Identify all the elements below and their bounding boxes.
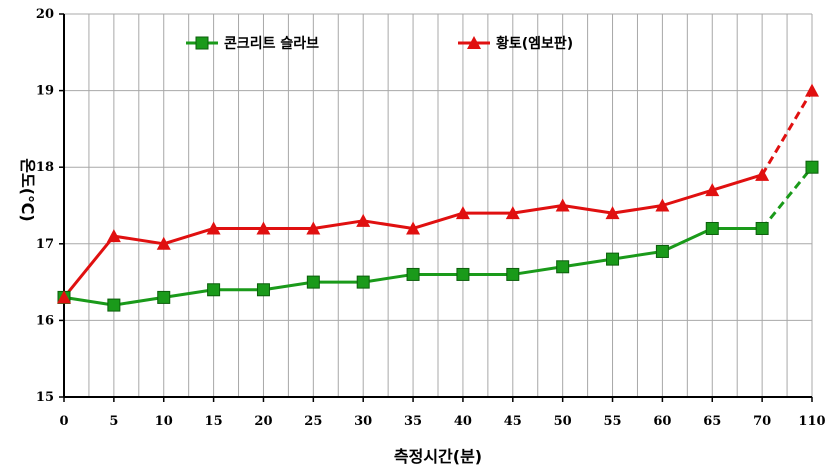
- y-axis-title: 온도(℃): [18, 158, 37, 221]
- x-tick-label: 55: [603, 414, 621, 429]
- data-point-concrete: [207, 283, 221, 297]
- legend-label-concrete: 콘크리트 슬라브: [224, 36, 319, 52]
- y-tick-label: 18: [36, 160, 54, 175]
- y-tick-label: 19: [36, 84, 54, 99]
- data-point-loess: [106, 229, 121, 243]
- data-point-concrete: [506, 267, 520, 281]
- data-point-loess: [156, 236, 171, 250]
- x-axis-title: 측정시간(분): [394, 447, 482, 466]
- data-point-loess: [356, 213, 371, 227]
- data-point-loess: [555, 198, 570, 212]
- data-point-loess: [256, 221, 271, 235]
- grid: [64, 13, 813, 397]
- data-point-concrete: [655, 244, 669, 258]
- y-tick-label: 16: [36, 313, 54, 328]
- legend-marker-concrete: [195, 36, 209, 50]
- data-point-loess: [605, 206, 620, 220]
- data-point-loess: [306, 221, 321, 235]
- series-dashed-segment-1: [760, 89, 814, 176]
- x-tick-label: 15: [205, 414, 223, 429]
- data-point-concrete: [456, 267, 470, 281]
- data-point-loess: [805, 83, 819, 97]
- legend: 콘크리트 슬라브 황토(엠보판): [186, 35, 573, 52]
- x-tick-label: 60: [653, 414, 671, 429]
- series-dashed-segment-0: [760, 166, 814, 230]
- data-point-loess: [206, 221, 221, 235]
- x-axis-ticks: 0 5 10 15 20 25 30 35 40 45 50 55 60 65 70 110: [59, 397, 826, 429]
- x-tick-label: 5: [109, 414, 118, 429]
- data-point-concrete: [107, 298, 121, 312]
- x-tick-label: 25: [304, 414, 322, 429]
- axes: [63, 14, 812, 398]
- data-point-concrete: [606, 252, 620, 266]
- data-point-loess: [57, 290, 71, 304]
- y-tick-label: 20: [36, 7, 54, 22]
- data-point-concrete: [256, 283, 270, 297]
- y-tick-label: 17: [36, 237, 54, 252]
- data-point-concrete: [157, 290, 171, 304]
- y-tick-label: 15: [36, 390, 54, 405]
- data-point-loess: [406, 221, 421, 235]
- x-tick-label: 30: [354, 414, 372, 429]
- data-point-concrete: [356, 275, 370, 289]
- x-tick-label: 40: [454, 414, 472, 429]
- data-point-loess: [655, 198, 670, 212]
- x-tick-label: 45: [504, 414, 522, 429]
- legend-marker-loess: [467, 36, 481, 49]
- x-tick-label: 0: [59, 414, 68, 429]
- legend-item-loess: 황토(엠보판): [458, 35, 573, 52]
- x-tick-label: 65: [703, 414, 721, 429]
- data-point-loess: [505, 206, 520, 220]
- data-point-loess: [755, 167, 770, 181]
- data-point-concrete: [556, 260, 570, 274]
- x-tick-label: 10: [155, 414, 173, 429]
- x-tick-label: 35: [404, 414, 422, 429]
- x-tick-label: 50: [554, 414, 572, 429]
- x-tick-label: 70: [753, 414, 771, 429]
- x-tick-label: 110: [798, 414, 825, 429]
- data-point-concrete: [755, 221, 769, 235]
- x-tick-label: 20: [254, 414, 272, 429]
- data-point-loess: [705, 183, 720, 197]
- data-point-concrete: [705, 221, 719, 235]
- data-point-concrete: [406, 267, 420, 281]
- legend-label-loess: 황토(엠보판): [496, 35, 573, 52]
- data-point-concrete: [306, 275, 320, 289]
- y-axis-ticks: 15 16 17 18 19 20: [36, 7, 64, 405]
- data-point-concrete: [805, 160, 819, 174]
- data-point-loess: [455, 206, 470, 220]
- legend-item-concrete: 콘크리트 슬라브: [186, 36, 319, 52]
- series-markers: [57, 83, 819, 312]
